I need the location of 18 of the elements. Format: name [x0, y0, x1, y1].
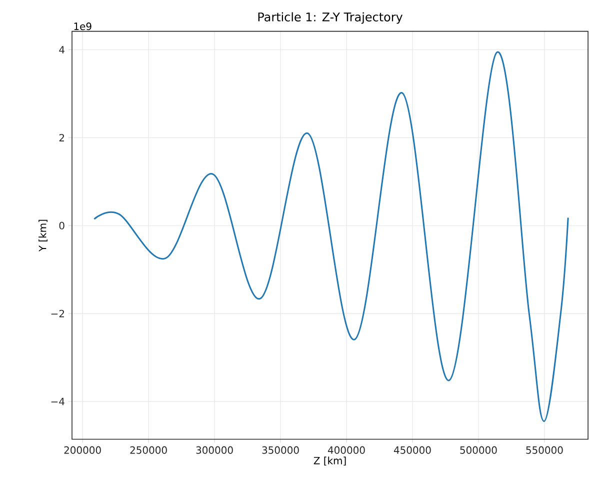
y-tick-label: 4: [59, 46, 64, 54]
y-axis-title: Y [km]: [38, 220, 48, 252]
x-tick-label: 500000: [460, 446, 497, 454]
x-tick-label: 550000: [526, 446, 563, 454]
x-tick-label: 250000: [130, 446, 167, 454]
line-series: [93, 52, 569, 422]
x-axis-title: Z [km]: [314, 456, 346, 466]
chart-title: Particle 1: Z-Y Trajectory: [258, 12, 403, 24]
x-tick-label: 300000: [196, 446, 233, 454]
y-tick-label: 0: [59, 222, 64, 230]
x-tick-label: 200000: [64, 446, 101, 454]
x-tick-label: 350000: [262, 446, 299, 454]
y-tick-label: 2: [59, 134, 64, 142]
y-tick-label: −2: [51, 310, 64, 318]
x-tick-label: 450000: [394, 446, 431, 454]
x-tick-label: 400000: [328, 446, 365, 454]
text: 1e9: [74, 22, 92, 30]
y-tick-label: −4: [51, 398, 64, 406]
